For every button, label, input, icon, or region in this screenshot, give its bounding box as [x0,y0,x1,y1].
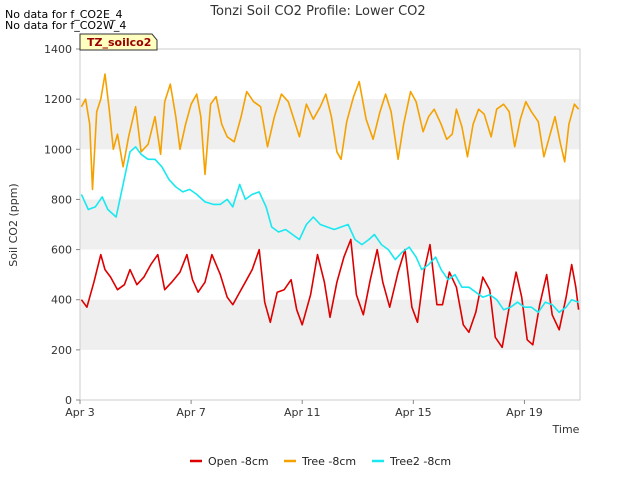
series-line-1 [80,73,580,191]
x-tick-label: Apr 7 [176,406,206,419]
badge-box [79,33,158,51]
y-axis-ticks: 0 200 400 600 800 1000 1200 1400 [44,43,80,407]
legend-label: Tree2 -8cm [389,455,451,468]
legend-label: Open -8cm [208,455,269,468]
x-axis-ticks: Apr 3 Apr 7 Apr 11 Apr 15 Apr 19 [65,400,543,419]
no-data-note-co2w: No data for f_CO2W_4 [5,19,127,32]
legend: Open -8cm Tree -8cm Tree2 -8cm [190,455,451,468]
x-axis-label: Time [552,423,580,436]
site-badge: TZ_soilco2 [79,33,158,51]
plot-band [80,299,580,350]
y-tick-label: 200 [51,344,72,357]
series-lines [80,73,580,349]
y-tick-label: 1400 [44,43,72,56]
y-tick-label: 400 [51,294,72,307]
chart-title: Tonzi Soil CO2 Profile: Lower CO2 [209,4,425,19]
plot-band [80,199,580,250]
y-axis-label: Soil CO2 (ppm) [7,183,20,266]
x-tick-label: Apr 3 [65,406,95,419]
x-tick-label: Apr 19 [506,406,543,419]
y-tick-label: 600 [51,244,72,257]
legend-label: Tree -8cm [301,455,356,468]
y-tick-label: 1000 [44,143,72,156]
x-tick-label: Apr 15 [395,406,432,419]
y-tick-label: 0 [65,394,72,407]
x-tick-label: Apr 11 [284,406,321,419]
badge-label: TZ_soilco2 [87,36,151,49]
y-tick-label: 1200 [44,93,72,106]
no-data-note-co2e: No data for f_CO2E_4 [5,8,123,21]
series-line-2 [80,146,579,314]
y-tick-label: 800 [51,193,72,206]
plot-frame [79,48,581,401]
series-line-0 [80,238,580,349]
